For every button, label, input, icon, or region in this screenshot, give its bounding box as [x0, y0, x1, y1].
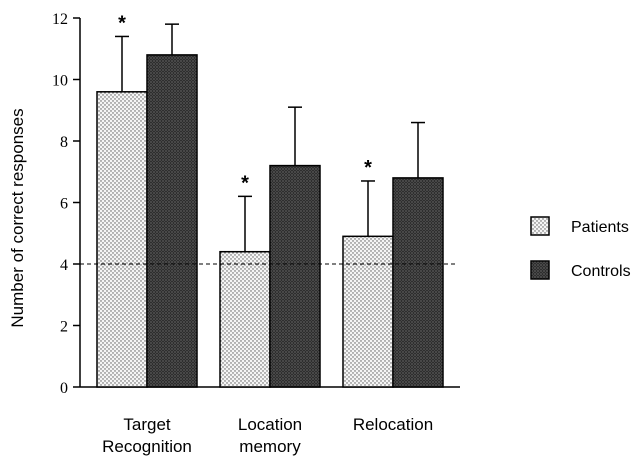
bar-patients: [96, 91, 148, 388]
bar-patients: [219, 250, 271, 388]
y-tick-label: 12: [52, 11, 68, 28]
y-tick-label: 8: [60, 134, 68, 151]
bars: * * *: [80, 12, 455, 388]
legend: Patients Controls: [530, 216, 631, 280]
category-label: Location: [238, 415, 302, 434]
y-tick-label: 2: [60, 319, 68, 336]
significance-marker: *: [241, 172, 249, 194]
bar-patients: [342, 235, 394, 388]
legend-swatch-controls: [530, 260, 550, 280]
y-tick-label: 10: [52, 73, 68, 90]
category-label: Recognition: [102, 437, 192, 456]
y-tick-label: 4: [60, 257, 68, 274]
bar-controls: [392, 177, 444, 388]
significance-marker: *: [118, 12, 126, 34]
bar-controls: [146, 54, 198, 388]
y-ticks: 0 2 4 6 8 10 12: [52, 11, 80, 397]
y-tick-label: 0: [60, 380, 68, 397]
category-label: memory: [239, 437, 301, 456]
category-labels: Target Recognition Location memory Relocatio…: [102, 415, 433, 456]
category-label: Target: [123, 415, 171, 434]
bar-controls: [269, 164, 321, 388]
y-axis-title: Number of correct responses: [8, 108, 27, 327]
category-label: Relocation: [353, 415, 433, 434]
legend-swatch-patients: [530, 216, 550, 236]
significance-marker: *: [364, 157, 372, 179]
y-tick-label: 6: [60, 196, 68, 213]
legend-label-patients: Patients: [571, 219, 629, 236]
legend-label-controls: Controls: [571, 263, 631, 280]
